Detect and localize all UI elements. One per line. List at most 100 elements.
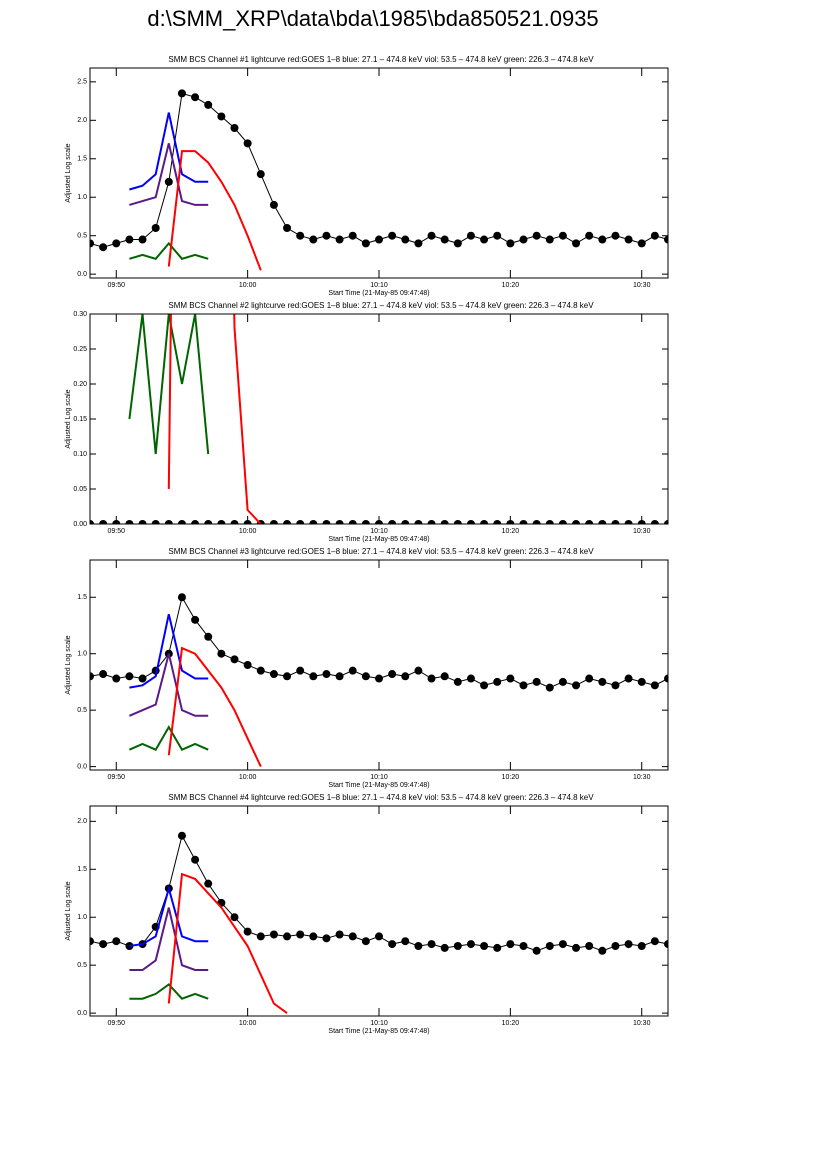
y-tick-label: 1.0 xyxy=(77,914,87,921)
data-point xyxy=(664,520,668,524)
data-point xyxy=(322,231,331,240)
data-point xyxy=(611,231,620,240)
data-point xyxy=(230,913,239,922)
data-point xyxy=(335,672,344,681)
data-point xyxy=(401,520,410,524)
x-tick-label: 10:10 xyxy=(370,528,388,535)
y-tick-label: 0.0 xyxy=(77,271,87,278)
data-point xyxy=(322,934,331,943)
data-point xyxy=(506,239,515,248)
data-point xyxy=(375,520,383,524)
chart-title: SMM BCS Channel #2 lightcurve red:GOES 1… xyxy=(168,301,594,310)
data-point xyxy=(322,670,331,679)
x-tick-label: 10:00 xyxy=(239,774,257,781)
data-point xyxy=(375,932,383,941)
x-tick-label: 09:50 xyxy=(108,1020,126,1027)
data-point xyxy=(466,520,475,524)
data-point xyxy=(440,672,449,681)
data-point xyxy=(427,674,436,683)
x-tick-label: 10:20 xyxy=(502,774,520,781)
data-point xyxy=(256,932,265,941)
data-point xyxy=(125,520,134,524)
data-point xyxy=(414,942,423,950)
data-point xyxy=(322,520,331,524)
x-tick-label: 10:10 xyxy=(370,282,388,289)
data-point xyxy=(558,940,567,949)
y-tick-label: 1.5 xyxy=(77,866,87,873)
x-axis-label: Start Time (21-May-85 09:47:48) xyxy=(328,536,429,543)
y-tick-label: 0.05 xyxy=(73,486,87,493)
data-point xyxy=(493,677,502,686)
data-point xyxy=(572,520,581,524)
series-line xyxy=(129,725,209,751)
series-line xyxy=(167,150,262,271)
y-tick-label: 0.25 xyxy=(73,346,87,353)
data-point xyxy=(664,940,668,949)
data-point xyxy=(637,677,646,686)
data-point xyxy=(361,239,370,248)
data-point xyxy=(427,520,436,524)
data-point xyxy=(519,681,528,690)
data-point xyxy=(466,231,475,240)
x-tick-label: 10:30 xyxy=(633,528,651,535)
series-line xyxy=(129,613,209,689)
data-point xyxy=(598,235,607,244)
y-tick-label: 1.0 xyxy=(77,651,87,658)
data-point xyxy=(138,674,147,683)
data-point xyxy=(388,940,397,949)
data-point xyxy=(598,946,607,955)
data-point xyxy=(269,520,278,524)
data-point xyxy=(453,677,462,686)
y-tick-label: 0.20 xyxy=(73,381,87,388)
x-tick-label: 10:30 xyxy=(633,282,651,289)
data-point xyxy=(99,243,108,252)
chart-title: SMM BCS Channel #3 lightcurve red:GOES 1… xyxy=(168,547,594,556)
data-point xyxy=(585,942,594,950)
data-point xyxy=(204,100,213,109)
series-line xyxy=(167,646,262,768)
data-point xyxy=(650,520,659,524)
data-point xyxy=(427,231,436,240)
series-line xyxy=(129,143,209,206)
data-point xyxy=(480,942,489,950)
y-tick-label: 0.00 xyxy=(73,521,87,528)
data-point xyxy=(125,672,134,681)
data-point xyxy=(650,681,659,690)
y-axis-label: Adjusted Log scale xyxy=(65,389,72,448)
plot-area xyxy=(90,831,668,1014)
data-point xyxy=(611,520,620,524)
data-point xyxy=(230,520,239,524)
data-point xyxy=(624,940,633,949)
data-point xyxy=(348,520,357,524)
plot-frame xyxy=(89,805,669,1017)
data-point xyxy=(506,940,515,949)
data-point xyxy=(283,224,292,232)
data-point xyxy=(283,520,292,524)
y-axis-label: Adjusted Log scale xyxy=(65,635,72,694)
x-tick-label: 09:50 xyxy=(108,282,126,289)
series-line xyxy=(129,112,209,191)
page-title: d:\SMM_XRP\data\bda\1985\bda850521.0935 xyxy=(147,6,598,31)
data-point xyxy=(664,235,668,244)
x-tick-label: 09:50 xyxy=(108,774,126,781)
data-point xyxy=(558,231,567,240)
data-point xyxy=(138,235,147,244)
series-line xyxy=(167,314,262,524)
data-point xyxy=(611,942,620,950)
y-tick-label: 1.0 xyxy=(77,194,87,201)
y-tick-label: 2.0 xyxy=(77,117,87,124)
x-tick-label: 10:20 xyxy=(502,282,520,289)
data-point xyxy=(99,940,108,949)
series-line xyxy=(129,907,209,971)
data-point xyxy=(269,200,278,209)
data-point xyxy=(545,235,554,244)
data-point xyxy=(217,112,226,121)
series-line xyxy=(90,92,668,248)
data-point xyxy=(230,655,239,664)
data-point xyxy=(361,520,370,524)
data-point xyxy=(624,520,633,524)
data-point xyxy=(191,520,200,524)
data-point xyxy=(440,235,449,244)
y-tick-label: 0.15 xyxy=(73,416,87,423)
data-point xyxy=(191,615,200,624)
